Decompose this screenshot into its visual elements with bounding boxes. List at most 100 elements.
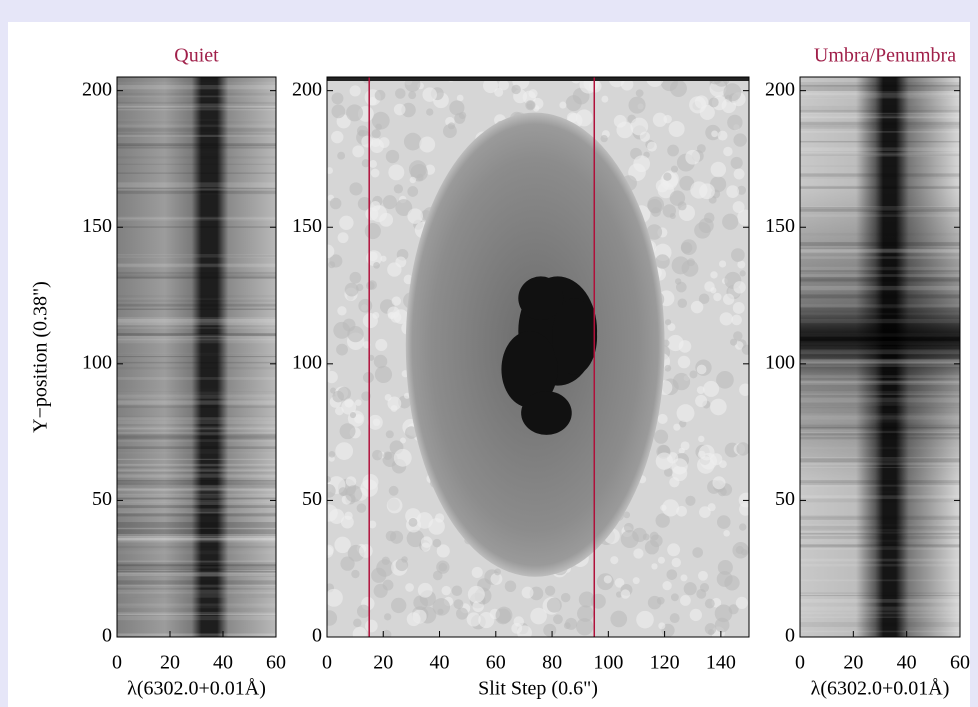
- granule: [680, 242, 693, 254]
- texture: [117, 619, 276, 621]
- granule: [372, 312, 380, 319]
- granule: [331, 130, 344, 144]
- granule: [723, 146, 733, 157]
- granule: [494, 87, 504, 97]
- granule: [371, 567, 387, 583]
- texture: [117, 92, 276, 98]
- texture: [800, 358, 960, 364]
- texture: [117, 106, 276, 111]
- texture: [117, 570, 276, 573]
- granule: [713, 292, 722, 302]
- texture: [117, 593, 276, 598]
- texture: [800, 333, 960, 336]
- granule: [610, 610, 628, 628]
- granule: [408, 160, 427, 179]
- texture: [800, 339, 960, 343]
- granule: [669, 190, 686, 206]
- granule: [657, 181, 674, 199]
- texture: [117, 473, 276, 478]
- x-tick-label: 0: [112, 652, 122, 674]
- y-tick-label: 0: [102, 625, 112, 647]
- granule: [722, 213, 739, 230]
- texture: [117, 439, 276, 442]
- granule: [478, 611, 495, 629]
- granule: [668, 120, 685, 137]
- texture: [117, 353, 276, 357]
- texture: [117, 482, 276, 486]
- texture: [117, 190, 276, 195]
- granule: [375, 338, 388, 352]
- texture: [800, 318, 960, 324]
- granule: [354, 414, 364, 424]
- granule: [655, 254, 670, 269]
- granule: [401, 102, 416, 118]
- granule: [667, 543, 681, 557]
- granule: [633, 155, 651, 173]
- texture: [117, 485, 276, 490]
- texture: [117, 388, 276, 391]
- granule: [333, 321, 351, 339]
- texture: [800, 233, 960, 236]
- granule: [355, 399, 362, 406]
- granule: [327, 545, 334, 558]
- texture: [117, 417, 276, 421]
- texture: [117, 505, 276, 509]
- granule: [657, 413, 668, 424]
- granule: [353, 618, 362, 628]
- texture: [117, 182, 276, 188]
- granule: [710, 398, 727, 416]
- texture: [800, 447, 960, 449]
- texture: [800, 630, 960, 633]
- x-tick-label: 40: [430, 652, 450, 674]
- texture: [117, 316, 276, 320]
- texture: [117, 560, 276, 563]
- texture: [117, 132, 276, 138]
- y-tick-label: 150: [82, 215, 112, 237]
- granule: [408, 517, 418, 527]
- granule: [393, 309, 409, 324]
- granule: [381, 629, 392, 637]
- texture: [117, 545, 276, 549]
- granule: [372, 449, 383, 461]
- granule: [730, 338, 738, 346]
- texture: [800, 359, 960, 364]
- granule: [365, 619, 378, 633]
- granule: [327, 504, 338, 522]
- granule: [338, 487, 348, 497]
- texture: [800, 433, 960, 436]
- texture: [117, 488, 276, 491]
- texture: [800, 426, 960, 430]
- texture: [800, 256, 960, 259]
- granule: [699, 506, 711, 518]
- texture: [117, 103, 276, 107]
- texture: [800, 122, 960, 127]
- texture: [800, 371, 960, 376]
- texture: [117, 172, 276, 174]
- x-tick-label: 40: [213, 652, 233, 674]
- texture: [117, 391, 276, 395]
- granule: [714, 604, 733, 623]
- granule: [407, 186, 419, 197]
- granule: [620, 78, 634, 91]
- texture: [117, 438, 276, 440]
- granule: [714, 617, 730, 633]
- granule: [369, 139, 384, 154]
- granule: [590, 593, 606, 609]
- granule: [337, 306, 347, 316]
- granule: [698, 435, 705, 443]
- x-tick-label: 60: [950, 652, 970, 674]
- texture: [117, 263, 276, 268]
- texture: [117, 193, 276, 195]
- granule: [327, 167, 334, 175]
- texture: [117, 571, 276, 577]
- granule: [482, 77, 499, 94]
- texture: [117, 563, 276, 566]
- granule: [710, 453, 723, 466]
- granule: [578, 591, 595, 608]
- granule: [603, 575, 612, 584]
- granule: [385, 430, 394, 439]
- texture: [800, 544, 960, 548]
- granule: [381, 556, 390, 565]
- granule: [677, 298, 688, 308]
- texture: [800, 274, 960, 277]
